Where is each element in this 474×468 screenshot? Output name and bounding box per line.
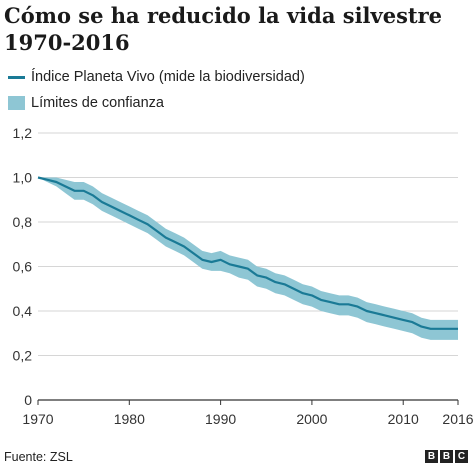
x-tick-label: 1980: [114, 411, 145, 427]
bbc-logo-letter-3: C: [455, 450, 468, 463]
y-tick-label: 0,2: [13, 348, 33, 364]
confidence-band-layer: [38, 177, 458, 340]
x-tick-label: 2016: [442, 411, 473, 427]
bbc-logo: B B C: [425, 450, 468, 463]
confidence-band: [38, 177, 458, 340]
source-note: Fuente: ZSL: [4, 450, 73, 464]
legend-item-confidence: Límites de confianza: [8, 90, 305, 116]
y-tick-label: 0,4: [13, 303, 33, 319]
index-line-layer: [37, 176, 458, 330]
bbc-logo-letter-1: B: [425, 450, 438, 463]
y-tick-label: 0: [24, 392, 32, 408]
axes: 0 0,2 0,4 0,6 0,8 1,0 1,2 1970 1980 1990 2000 2010 2…: [13, 125, 474, 427]
legend-line-swatch: [8, 75, 25, 79]
y-tick-label: 1,0: [13, 170, 33, 186]
y-tick-label: 0,6: [13, 259, 33, 275]
index-series-line: [37, 176, 458, 330]
bbc-logo-letter-2: B: [440, 450, 453, 463]
x-tick-label: 2010: [388, 411, 419, 427]
legend-band-swatch: [8, 96, 25, 110]
legend-item-index: Índice Planeta Vivo (mide la biodiversid…: [8, 64, 305, 90]
y-tick-label: 1,2: [13, 125, 33, 141]
y-tick-label: 0,8: [13, 214, 33, 230]
legend: Índice Planeta Vivo (mide la biodiversid…: [8, 64, 305, 116]
x-tick-label: 2000: [296, 411, 327, 427]
x-tick-label: 1990: [205, 411, 236, 427]
legend-line-label: Índice Planeta Vivo (mide la biodiversid…: [31, 69, 305, 85]
x-tick-label: 1970: [22, 411, 53, 427]
chart-title: Cómo se ha reducido la vida silvestre 19…: [4, 3, 443, 55]
legend-band-label: Límites de confianza: [31, 95, 164, 111]
